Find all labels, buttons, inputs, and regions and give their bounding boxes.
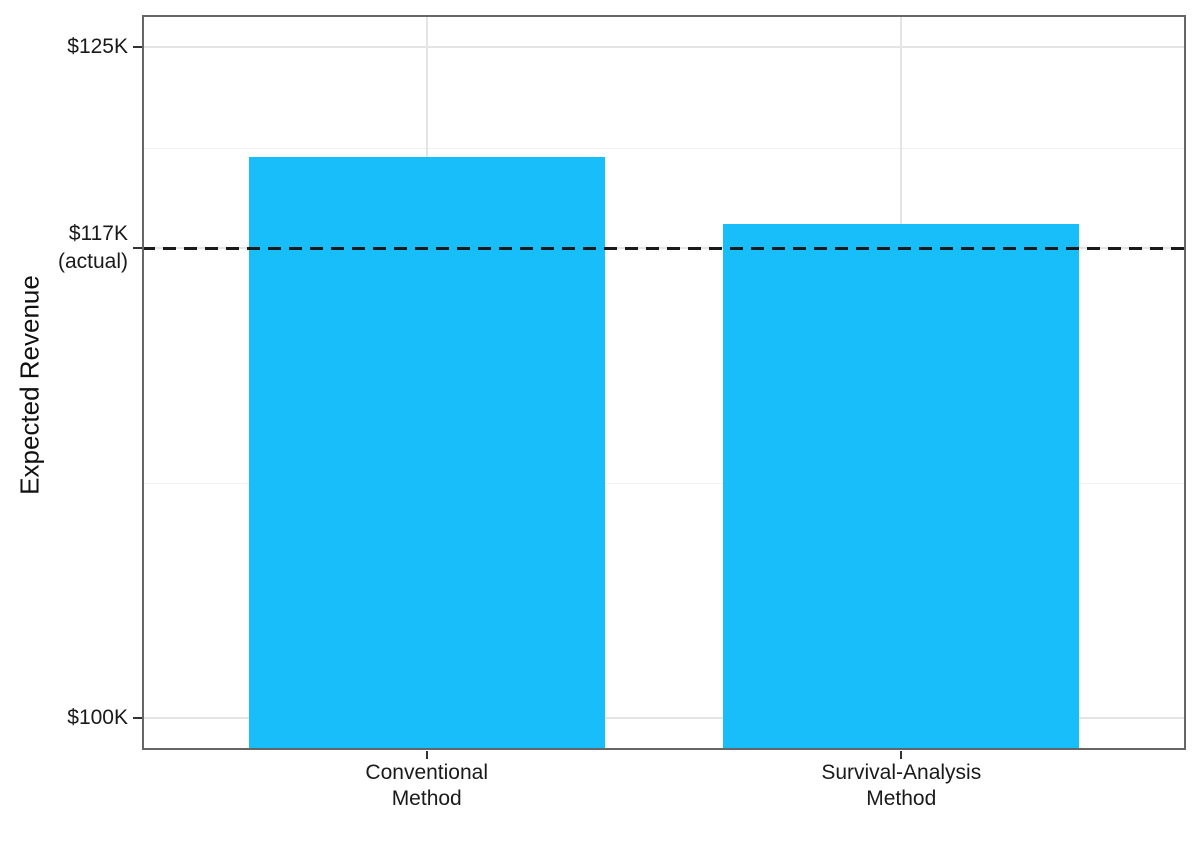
gridline-minor <box>142 483 1186 485</box>
bar-survival-analysis-method <box>723 224 1080 750</box>
bar-conventional-method <box>248 157 605 750</box>
gridline-major <box>142 716 1186 719</box>
y-tick-mark <box>133 46 142 49</box>
y-axis-title: Expected Revenue <box>14 275 45 495</box>
y-tick-label-100k: $100K <box>67 705 128 729</box>
plot-panel <box>142 15 1186 750</box>
gridline-minor <box>142 147 1186 149</box>
y-tick-mark <box>133 716 142 719</box>
x-tick-label-conventional-method: Conventional Method <box>365 761 489 810</box>
y-tick-label-117k: $117K (actual) <box>57 222 128 274</box>
x-tick-mark <box>425 751 428 759</box>
x-tick-mark <box>900 751 903 759</box>
x-tick-label-survival-analysis-method: Survival-Analysis Method <box>821 761 982 810</box>
y-tick-mark <box>133 247 142 250</box>
gridline-major <box>142 46 1186 49</box>
actual-revenue-reference-line <box>142 246 1186 250</box>
y-tick-label-125k: $125K <box>67 35 128 59</box>
